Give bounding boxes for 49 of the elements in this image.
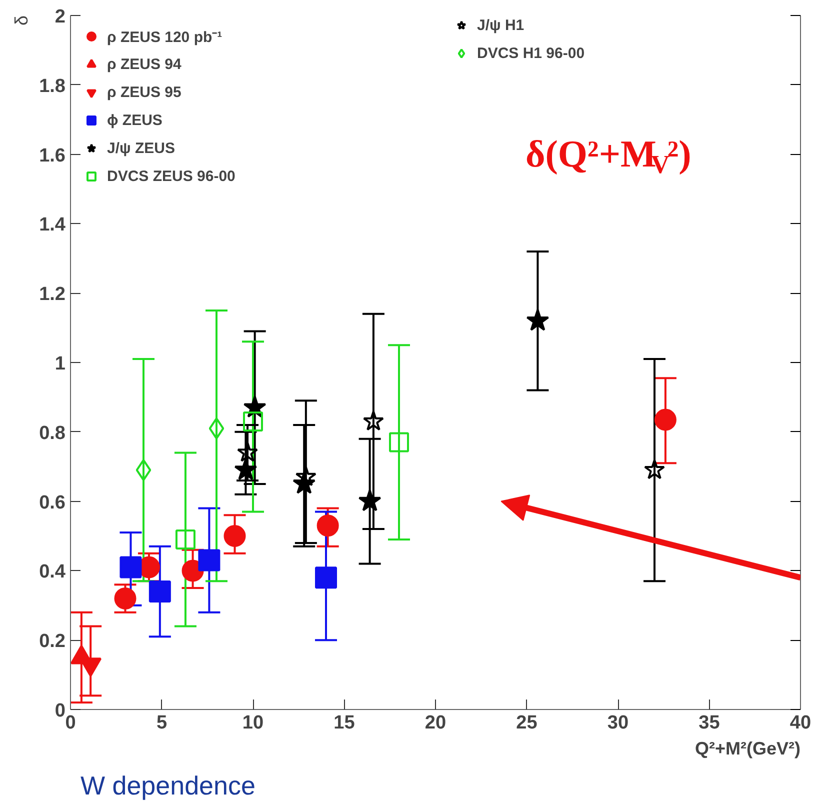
point [237,442,258,462]
point [175,529,196,550]
point [295,466,316,486]
point [654,408,676,431]
y-tick-label: 1 [54,354,66,374]
point [136,459,152,482]
point [526,308,550,331]
x-tick-label: 35 [698,712,720,734]
y-tick-label: 0.4 [39,562,66,583]
y-tick-label: 2 [54,6,66,28]
y-tick-label: 0.8 [39,422,66,444]
text: W dependence [80,770,256,800]
point [644,459,666,480]
point [198,549,220,572]
x-tick-label: 5 [156,712,168,734]
legend-label: DVCS ZEUS 96-00 [107,166,236,186]
point [114,587,136,610]
legend-label: ϕ ZEUS [107,110,162,130]
point [148,580,171,603]
point [120,556,142,578]
point [358,489,382,512]
x-axis-title: Q²+M²(GeV²) [695,738,801,758]
point [234,458,258,480]
x-tick-label: 10 [242,712,264,734]
x-tick-label: 40 [790,712,812,734]
point [208,417,224,440]
y-tick-label: 1.8 [39,76,66,97]
y-tick-label: 1.4 [39,214,66,236]
legend-label: ρ ZEUS 95 [107,82,182,102]
point [243,411,263,432]
y-tick-label: 0.6 [39,492,66,514]
x-tick-label: 15 [334,712,356,734]
point [389,432,409,452]
legend-label: J/ψ H1 [477,16,524,36]
x-tick-label: 20 [424,712,446,734]
point [362,410,384,431]
legend-label: ρ ZEUS 94 [107,54,182,74]
legend-label: J/ψ ZEUS [107,138,175,158]
point [315,566,337,589]
point [224,525,246,547]
point [316,514,339,537]
legend-label: ρ ZEUS 120 pb⁻¹ [107,28,222,47]
y-axis-title: δ [12,15,32,26]
y-tick-label: 0.2 [39,631,66,652]
x-tick-label: 30 [607,712,629,734]
y-tick-label: 1.2 [39,284,66,306]
y-tick-label: 1.6 [39,145,66,166]
x-tick-label: 25 [516,712,538,734]
legend-label: DVCS H1 96-00 [477,44,585,64]
